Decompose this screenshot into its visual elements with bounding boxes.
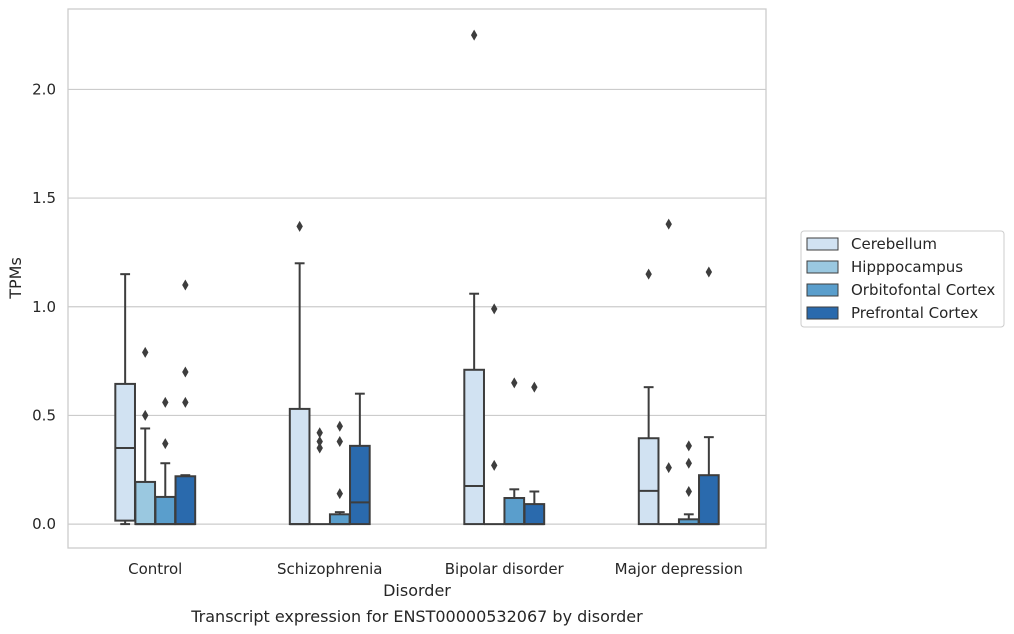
y-tick-label: 1.0 (32, 298, 56, 316)
y-tick-label: 1.5 (32, 189, 56, 207)
box-series (114, 29, 720, 526)
box-1-2 (328, 420, 351, 526)
box-1-1 (309, 427, 330, 526)
outlier-point (665, 218, 672, 230)
x-tick-label: Major depression (615, 560, 743, 578)
box-0-0 (114, 273, 136, 526)
box-1-3 (349, 392, 371, 526)
outlier-point (511, 377, 518, 389)
box-2-1 (484, 303, 505, 526)
legend-label: Orbitofontal Cortex (851, 281, 995, 299)
box-body (698, 474, 720, 526)
box-body (637, 437, 660, 526)
box-body (288, 407, 311, 526)
chart-caption: Transcript expression for ENST0000053206… (190, 607, 643, 626)
x-tick-label: Schizophrenia (277, 560, 382, 578)
x-axis-label: Disorder (383, 581, 451, 600)
legend-swatch (806, 283, 839, 297)
outlier-point (182, 396, 189, 408)
box-3-3 (698, 266, 720, 526)
outlier-point (645, 268, 652, 280)
outlier-point (705, 266, 713, 278)
outlier-point (316, 427, 323, 439)
outlier-point (665, 462, 672, 474)
box-0-3 (174, 279, 197, 526)
outlier-point (316, 436, 323, 448)
outlier-point (162, 438, 169, 450)
box-body (134, 480, 157, 526)
outlier-point (336, 420, 343, 432)
legend: Cerebellum Hipppocampus Orbitofontal Corte… (800, 230, 1005, 328)
box-body (349, 444, 371, 526)
legend-swatch (806, 237, 839, 251)
legend-label: Cerebellum (851, 235, 937, 253)
box-body (463, 368, 485, 526)
outlier-point (336, 436, 343, 448)
outlier-point (162, 396, 169, 408)
box-1-0 (288, 220, 311, 526)
box-3-0 (637, 268, 660, 526)
box-2-0 (463, 29, 485, 526)
legend-label: Prefrontal Cortex (851, 304, 978, 322)
outlier-point (491, 459, 498, 471)
outlier-point (531, 381, 538, 393)
outlier-point (182, 279, 189, 291)
outlier-point (470, 29, 478, 41)
outlier-point (316, 442, 323, 454)
x-tick-label: Bipolar disorder (445, 560, 565, 578)
outlier-point (685, 485, 692, 497)
legend-swatch (806, 306, 839, 320)
y-tick-labels: 0.0 0.5 1.0 1.5 2.0 (32, 80, 56, 533)
x-tick-label: Control (128, 560, 182, 578)
y-tick-label: 0.0 (32, 515, 56, 533)
box-body (503, 497, 526, 526)
outlier-point (142, 346, 149, 358)
box-2-3 (523, 381, 546, 526)
outlier-point (685, 457, 692, 469)
box-body (174, 475, 197, 526)
y-tick-label: 2.0 (32, 80, 56, 98)
plot-frame (67, 8, 767, 549)
box-3-1 (658, 218, 679, 526)
outlier-point (491, 303, 498, 315)
outlier-point (182, 366, 189, 378)
legend-label: Hipppocampus (851, 258, 963, 276)
box-0-1 (134, 346, 157, 526)
box-body (328, 513, 351, 526)
y-axis-label: TPMs (6, 257, 25, 300)
outlier-point (142, 409, 149, 421)
legend-frame (800, 230, 1005, 328)
box-body (114, 382, 136, 522)
outlier-point (685, 440, 692, 452)
outlier-point (296, 220, 303, 232)
legend-swatch (806, 260, 839, 274)
x-tick-labels: Control Schizophrenia Bipolar disorder Majo… (128, 560, 743, 578)
outlier-point (336, 488, 343, 500)
box-body (154, 495, 177, 526)
box-body (523, 503, 546, 526)
y-tick-label: 0.5 (32, 406, 56, 424)
